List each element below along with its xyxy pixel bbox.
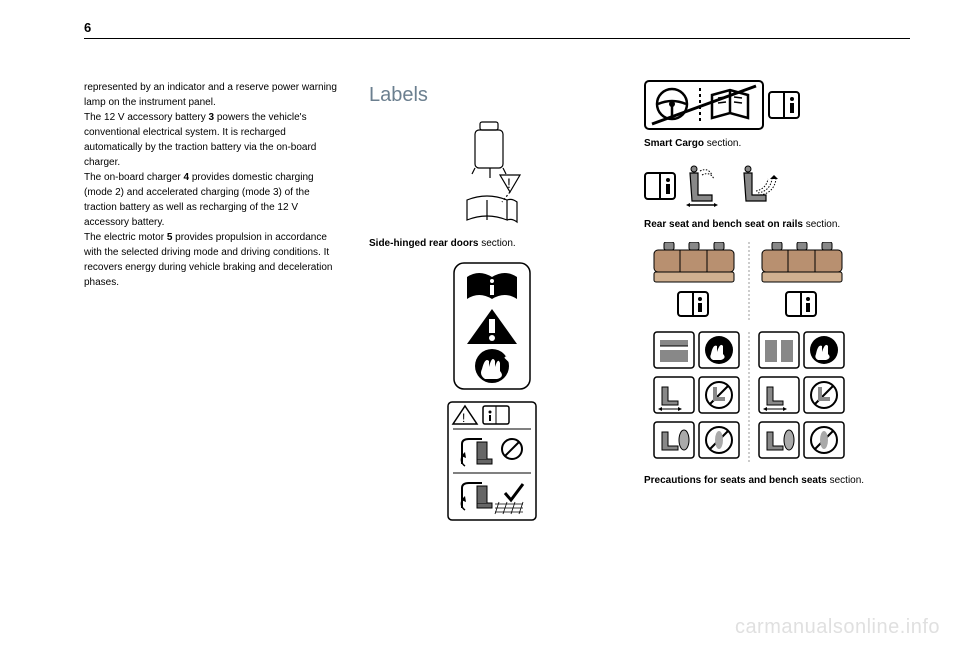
paragraph-2: The 12 V accessory battery 3 powers the … xyxy=(84,110,339,170)
p3-text-a: The on-board charger xyxy=(84,172,184,183)
svg-text:!: ! xyxy=(462,411,465,425)
p4-text-a: The electric motor xyxy=(84,232,167,243)
caption-smart-cargo: Smart Cargo section. xyxy=(644,136,910,151)
top-rule xyxy=(84,38,910,39)
caption1-bold: Side-hinged rear doors xyxy=(369,238,478,249)
labels-heading: Labels xyxy=(369,80,428,110)
warning-stack-icon xyxy=(452,261,532,391)
caption-rs-suffix: section. xyxy=(803,219,840,230)
smart-cargo-icons xyxy=(644,80,910,130)
caption-pr-bold: Precautions for seats and bench seats xyxy=(644,475,827,486)
svg-text:!: ! xyxy=(507,175,511,191)
caption-rs-bold: Rear seat and bench seat on rails xyxy=(644,219,803,230)
paragraph-3: The on-board charger 4 provides domestic… xyxy=(84,170,339,230)
caption-sc-bold: Smart Cargo xyxy=(644,138,704,149)
seat-recline-icon xyxy=(734,161,784,211)
caption1-suffix: section. xyxy=(478,238,515,249)
seat-adjust-icons xyxy=(644,161,910,211)
paragraph-4: The electric motor 5 provides propulsion… xyxy=(84,230,339,290)
no-read-drive-icon xyxy=(644,80,764,130)
paragraph-1: represented by an indicator and a reserv… xyxy=(84,80,339,110)
caption-sc-suffix: section. xyxy=(704,138,741,149)
caption-side-doors: Side-hinged rear doors section. xyxy=(369,236,614,251)
seat-fold-diagram: ! xyxy=(447,401,537,521)
content-area: represented by an indicator and a reserv… xyxy=(84,80,910,521)
manual-info-icon-2 xyxy=(644,161,676,211)
column-1: represented by an indicator and a reserv… xyxy=(84,80,339,521)
bench-seat-diagram xyxy=(644,242,910,467)
caption-pr-suffix: section. xyxy=(827,475,864,486)
page-number: 6 xyxy=(84,20,91,35)
caption-rear-seat: Rear seat and bench seat on rails sectio… xyxy=(644,217,910,232)
caption-precautions: Precautions for seats and bench seats se… xyxy=(644,473,910,488)
spray-manual-illustration: ! xyxy=(442,120,542,230)
p2-text-a: The 12 V accessory battery xyxy=(84,112,209,123)
column-3: Smart Cargo section. xyxy=(644,80,910,521)
watermark: carmanualsonline.info xyxy=(735,616,940,639)
manual-info-icon xyxy=(768,80,800,130)
column-2: Labels ! Side-hinged xyxy=(369,80,614,521)
seat-slide-icon xyxy=(680,161,730,211)
